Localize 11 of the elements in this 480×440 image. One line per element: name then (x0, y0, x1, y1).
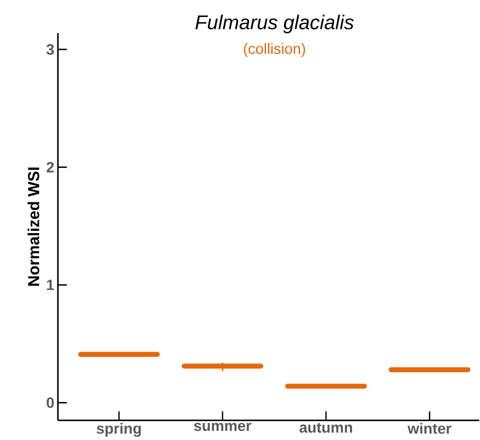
y-tick-label: 0 (46, 397, 54, 408)
x-tick-label: spring (96, 422, 141, 437)
y-tick-label: 1 (47, 280, 54, 290)
chart-title: Fulmarus glacialis (195, 14, 354, 34)
x-tick-label: autumn (300, 422, 352, 433)
x-tick-label: summer (194, 422, 252, 431)
y-tick-label: 3 (46, 44, 54, 55)
y-axis-title: Normalized WSI (28, 167, 40, 286)
x-tick-label: winter (408, 422, 452, 434)
y-tick-label: 2 (46, 162, 54, 172)
text: (collision) (244, 42, 306, 57)
